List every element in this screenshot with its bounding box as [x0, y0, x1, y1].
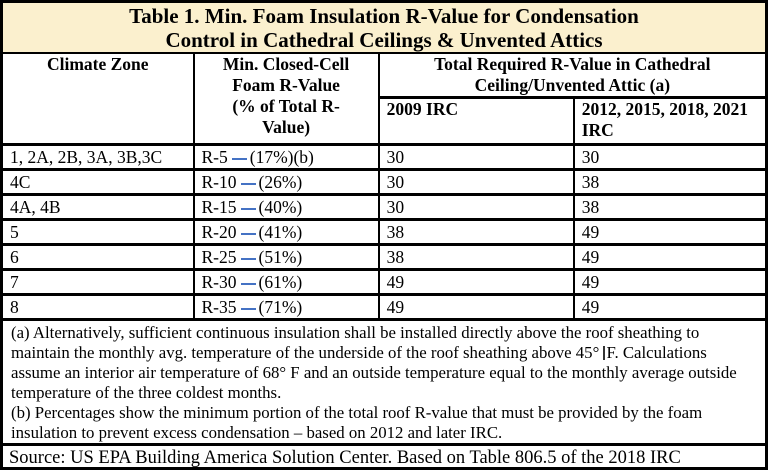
r-value-label: R-5 [201, 147, 228, 167]
r-value-label: R-35 [201, 297, 237, 317]
cell-2012-irc: 49 [572, 293, 765, 321]
cell-climate-zone: 5 [3, 218, 195, 246]
table-row: 7 R-30 (61%) 49 49 [3, 268, 765, 296]
table-title-line1: Table 1. Min. Foam Insulation R-Value fo… [129, 4, 639, 28]
table-row: 8 R-35 (71%) 49 49 [3, 293, 765, 321]
footnotes: (a) Alternatively, sufficient continuous… [3, 321, 765, 443]
r-value-percent: (41%) [258, 222, 303, 242]
cell-2012-irc: 38 [572, 193, 765, 221]
group-header-line2: Ceiling/Unvented Attic (a) [474, 75, 671, 95]
column-header-2009-irc: 2009 IRC [377, 96, 575, 146]
cell-2009-irc: 30 [377, 168, 575, 196]
footnote-a-text-2: F. Calculations assume an interior air t… [11, 343, 737, 402]
cell-foam-r-value: R-10 (26%) [192, 168, 380, 196]
column-header-climate-zone: Climate Zone [3, 54, 195, 146]
cell-2009-irc: 49 [377, 268, 575, 296]
foam-header-line3: (% of Total R- [232, 96, 340, 116]
r-value-label: R-10 [201, 172, 237, 192]
table-row: 4A, 4B R-15 (40%) 30 38 [3, 193, 765, 221]
cell-foam-r-value: R-35 (71%) [192, 293, 380, 321]
cell-climate-zone: 6 [3, 243, 195, 271]
r-value-label: R-20 [201, 222, 237, 242]
group-header-line1: Total Required R-Value in Cathedral [434, 54, 711, 74]
table-title-line2: Control in Cathedral Ceilings & Unvented… [165, 28, 603, 52]
source-row: Source: US EPA Building America Solution… [3, 443, 765, 470]
cell-2009-irc: 38 [377, 218, 575, 246]
r-value-label: R-30 [201, 272, 237, 292]
cell-foam-r-value: R-15 (40%) [192, 193, 380, 221]
foam-header-line4: Value) [262, 117, 311, 137]
foam-header-line1: Min. Closed-Cell [222, 54, 350, 74]
cell-foam-r-value: R-30 (61%) [192, 268, 380, 296]
cell-2009-irc: 38 [377, 243, 575, 271]
r-value-label: R-15 [201, 197, 237, 217]
column-header-total-required-group: Total Required R-Value in Cathedral Ceil… [377, 54, 765, 99]
table-row: 6 R-25 (51%) 38 49 [3, 243, 765, 271]
cell-foam-r-value: R-20 (41%) [192, 218, 380, 246]
cell-2012-irc: 49 [572, 268, 765, 296]
table-row: 1, 2A, 2B, 3A, 3B,3C R-5 (17%)(b) 30 30 [3, 143, 765, 171]
cell-2009-irc: 30 [377, 143, 575, 171]
cell-2009-irc: 49 [377, 293, 575, 321]
table-row: 5 R-20 (41%) 38 49 [3, 218, 765, 246]
r-value-table: Climate Zone Min. Closed-Cell Foam R-Val… [3, 54, 765, 321]
text-cursor-bar [603, 346, 606, 360]
foam-header-line2: Foam R-Value [232, 75, 340, 95]
cell-climate-zone: 4C [3, 168, 195, 196]
cell-foam-r-value: R-5 (17%)(b) [192, 143, 380, 171]
r-value-percent: (17%)(b) [249, 147, 314, 167]
footnote-b: (b) Percentages show the minimum portion… [11, 403, 703, 442]
column-header-2012-irc: 2012, 2015, 2018, 2021 IRC [572, 96, 765, 146]
cell-climate-zone: 7 [3, 268, 195, 296]
table-title: Table 1. Min. Foam Insulation R-Value fo… [3, 3, 765, 54]
cell-climate-zone: 1, 2A, 2B, 3A, 3B,3C [3, 143, 195, 171]
cell-2012-irc: 30 [572, 143, 765, 171]
table-row: 4C R-10 (26%) 30 38 [3, 168, 765, 196]
r-value-percent: (61%) [258, 272, 303, 292]
footnote-a-text-1: (a) Alternatively, sufficient continuous… [11, 323, 700, 362]
cell-2009-irc: 30 [377, 193, 575, 221]
cell-2012-irc: 38 [572, 168, 765, 196]
cell-foam-r-value: R-25 (51%) [192, 243, 380, 271]
footnote-a: (a) Alternatively, sufficient continuous… [11, 323, 757, 403]
cell-climate-zone: 4A, 4B [3, 193, 195, 221]
r-value-percent: (51%) [258, 247, 303, 267]
cell-climate-zone: 8 [3, 293, 195, 321]
cell-2012-irc: 49 [572, 218, 765, 246]
r-value-label: R-25 [201, 247, 237, 267]
cell-2012-irc: 49 [572, 243, 765, 271]
r-value-percent: (40%) [258, 197, 303, 217]
r-value-percent: (71%) [258, 297, 303, 317]
column-header-foam-r-value: Min. Closed-Cell Foam R-Value (% of Tota… [192, 54, 380, 146]
r-value-percent: (26%) [258, 172, 303, 192]
